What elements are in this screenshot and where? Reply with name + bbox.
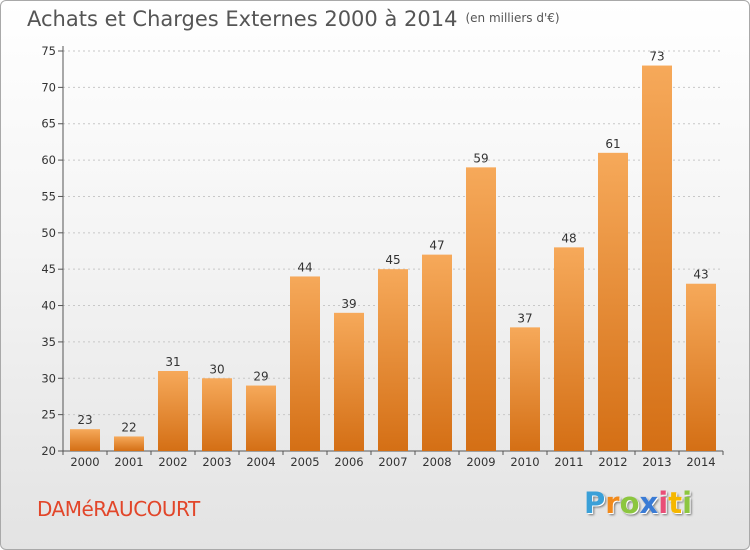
bar-2005[interactable] [290,276,320,451]
x-tick-label-2002: 2002 [158,455,187,469]
x-tick-label-2003: 2003 [202,455,231,469]
x-tick-label-2001: 2001 [114,455,143,469]
bar-2004[interactable] [246,385,276,451]
value-label-2004: 29 [253,370,268,384]
x-tick-label-2007: 2007 [378,455,407,469]
bars [70,65,716,451]
x-tick-label-2012: 2012 [598,455,627,469]
logo-letter: x [639,486,659,520]
bar-2014[interactable] [686,283,716,451]
y-tick-label: 50 [41,226,56,240]
value-label-2012: 61 [605,137,620,151]
y-tick-label: 45 [41,262,56,276]
value-label-2001: 22 [121,420,136,434]
value-label-2010: 37 [517,311,532,325]
value-label-2005: 44 [297,260,312,274]
x-tick-label-2000: 2000 [70,455,99,469]
bar-2000[interactable] [70,429,100,451]
y-tick-label: 25 [41,408,56,422]
y-tick-label: 30 [41,371,56,385]
bar-2008[interactable] [422,254,452,451]
x-tick-label-2013: 2013 [642,455,671,469]
logo-letter: P [584,486,606,520]
logo-letter: i [658,486,669,520]
bar-2001[interactable] [114,436,144,451]
y-tick-label: 35 [41,335,56,349]
y-tick-label: 40 [41,299,56,313]
logo-letter: r [605,486,620,520]
chart-title-text: Achats et Charges Externes 2000 à 2014 [27,7,458,31]
value-label-2002: 31 [165,355,180,369]
x-tick-label-2011: 2011 [554,455,583,469]
bar-2012[interactable] [598,152,628,451]
chart-subtitle: (en milliers d'€) [465,11,560,25]
logo-letter: i [682,486,693,520]
value-label-2008: 47 [429,239,444,253]
bar-2007[interactable] [378,269,408,451]
x-tick-label-2008: 2008 [422,455,451,469]
chart-title: Achats et Charges Externes 2000 à 2014 (e… [27,7,560,31]
y-tick-label: 20 [41,444,56,458]
y-tick-label: 65 [41,117,56,131]
value-label-2011: 48 [561,231,576,245]
y-tick-label: 60 [41,153,56,167]
bar-2006[interactable] [334,312,364,451]
logo-letter: o [619,486,640,520]
x-tick-label-2004: 2004 [246,455,275,469]
bar-2009[interactable] [466,167,496,451]
y-tick-label: 55 [41,189,56,203]
value-label-2006: 39 [341,297,356,311]
x-tick-label-2009: 2009 [466,455,495,469]
x-tick-label-2005: 2005 [290,455,319,469]
value-label-2014: 43 [693,268,708,282]
bar-2010[interactable] [510,327,540,451]
x-tick-label-2006: 2006 [334,455,363,469]
x-tick-label-2014: 2014 [686,455,715,469]
value-label-2013: 73 [649,50,664,64]
proxiti-logo[interactable]: Proxiti [584,489,692,518]
logo-letter: t [668,486,683,520]
bar-2002[interactable] [158,371,188,451]
bar-2013[interactable] [642,65,672,451]
value-label-2003: 30 [209,362,224,376]
y-tick-label: 70 [41,80,56,94]
x-tick-label-2010: 2010 [510,455,539,469]
y-tick-label: 75 [41,44,56,58]
value-label-2009: 59 [473,151,488,165]
bar-2003[interactable] [202,378,232,451]
commune-name: DAMéRAUCOURT [37,497,200,521]
labels: 23 2000 22 2001 31 2002 30 2003 29 2004 44 2005 39 20… [70,50,715,469]
bar-2011[interactable] [554,247,584,451]
value-label-2000: 23 [77,413,92,427]
value-label-2007: 45 [385,253,400,267]
